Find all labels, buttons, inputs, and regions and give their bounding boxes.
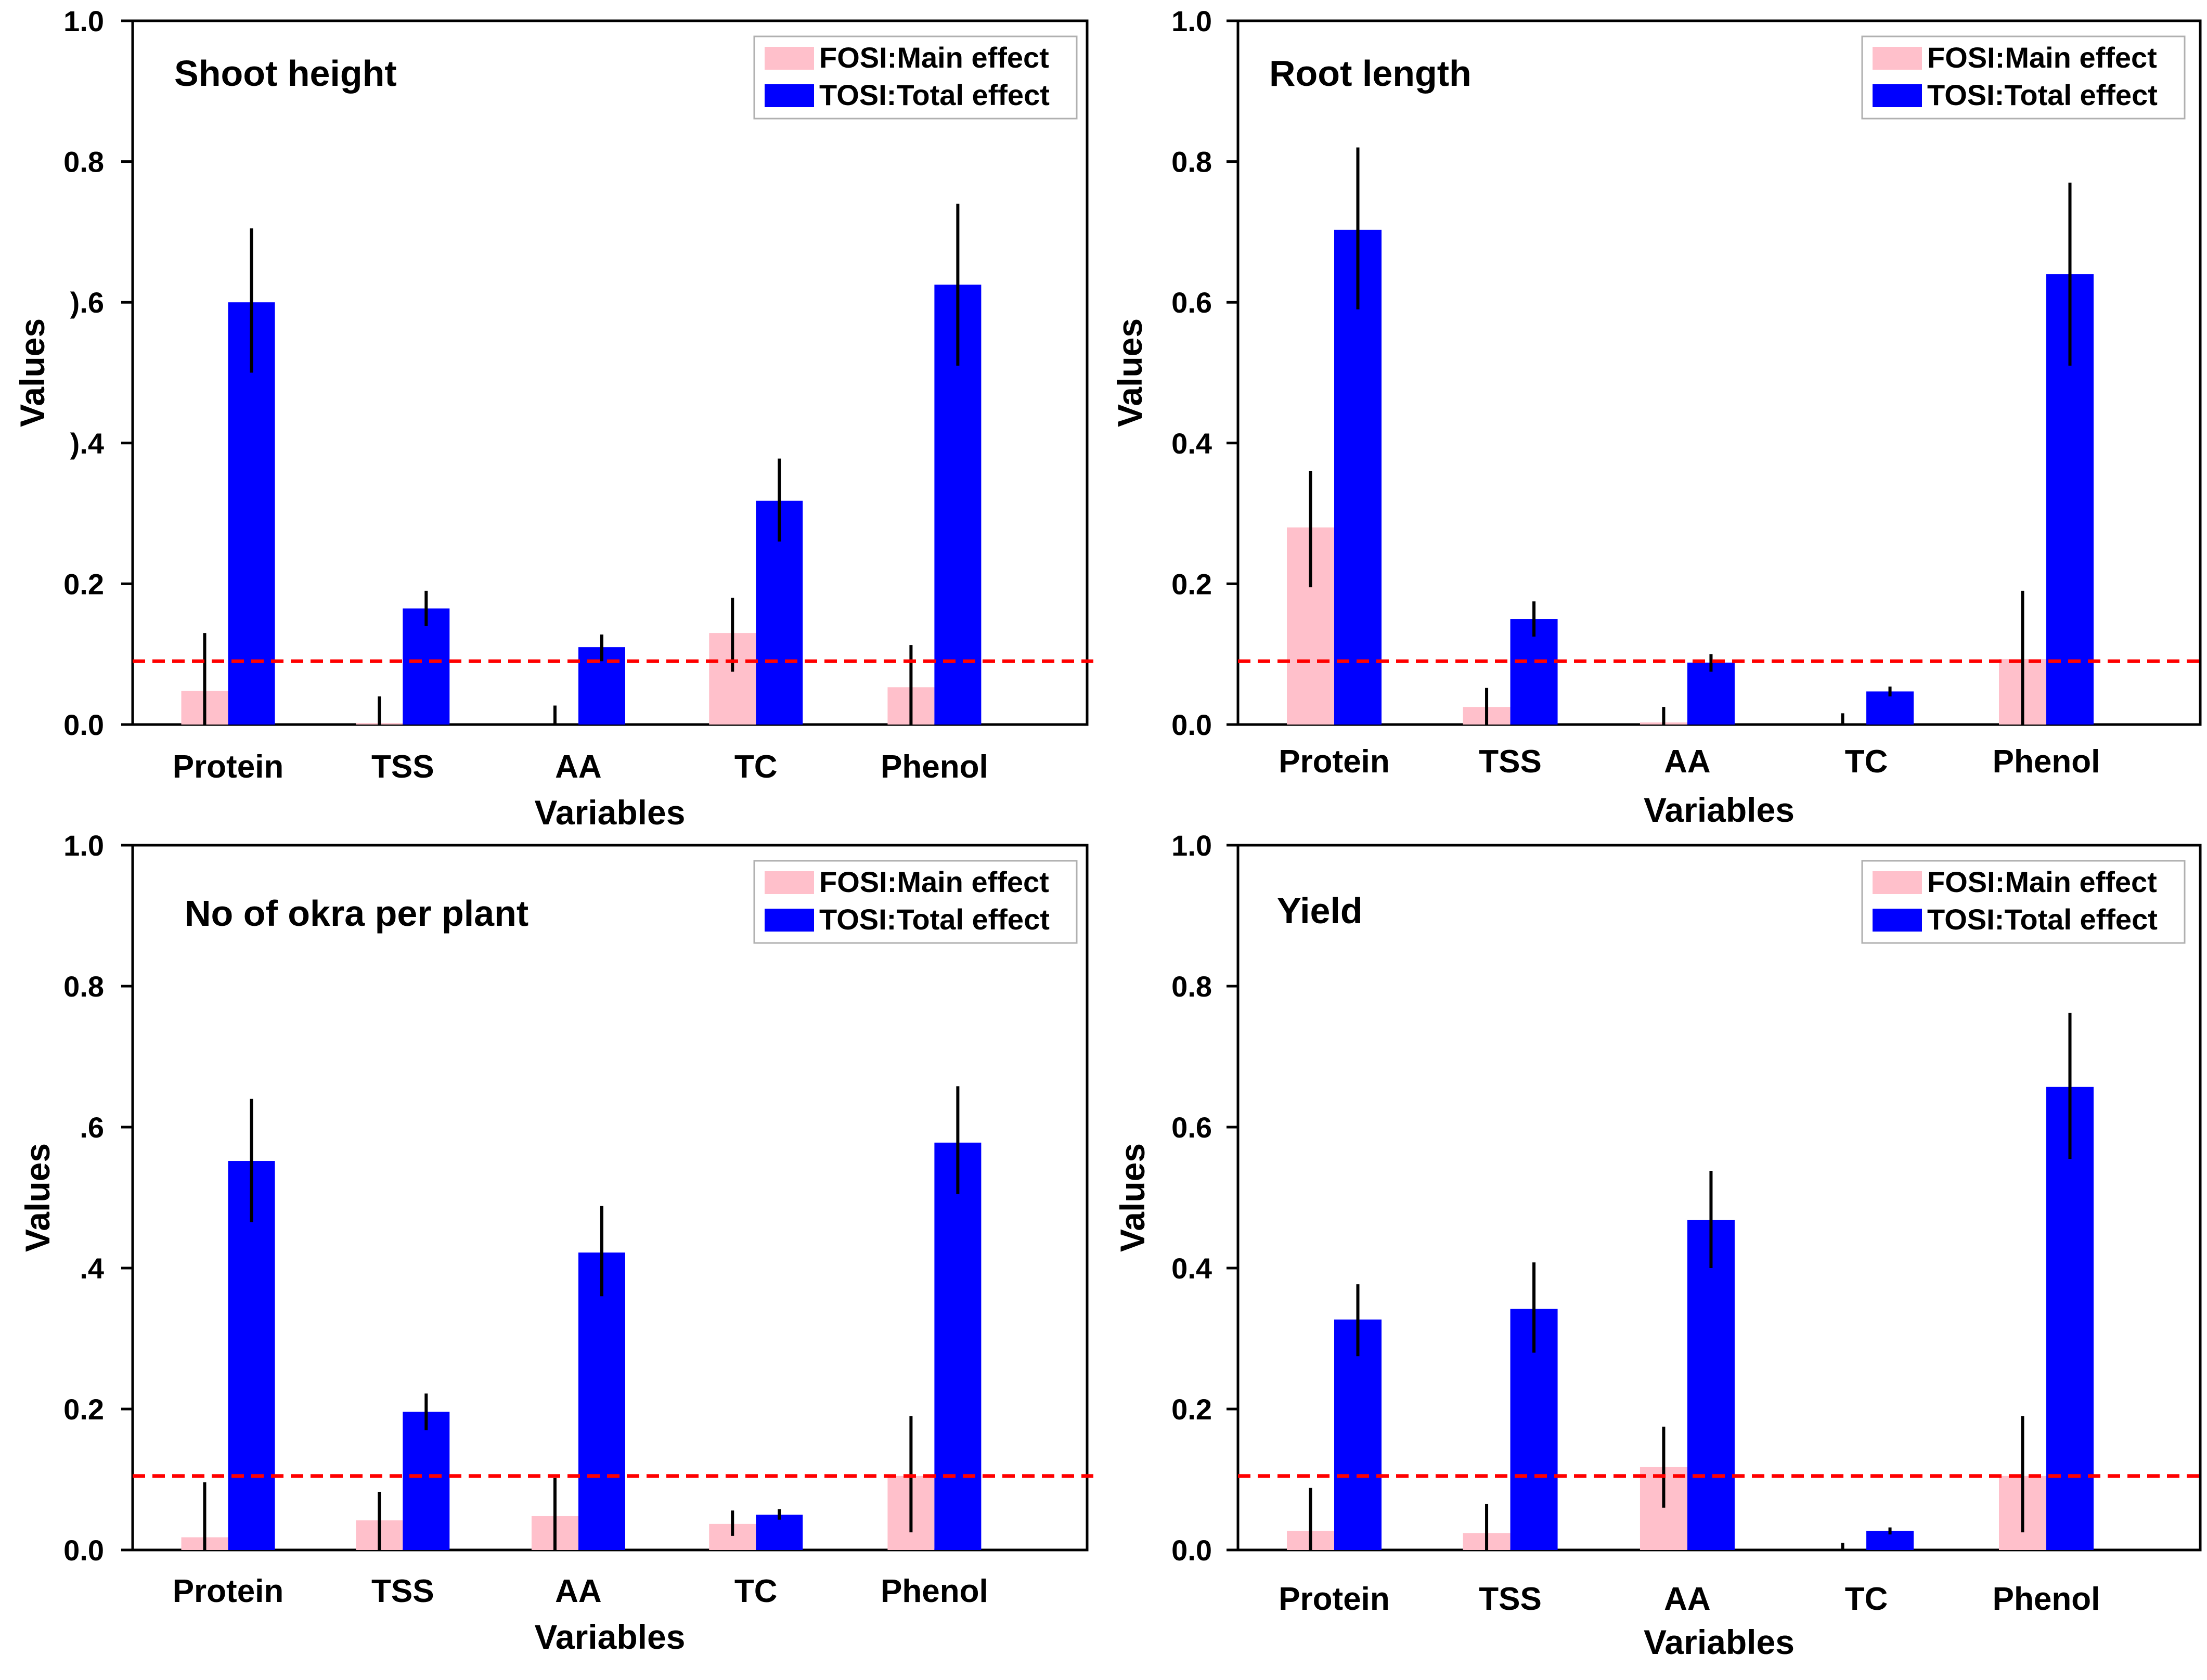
legend-swatch-tosi <box>765 84 814 107</box>
category-label: Phenol <box>881 1573 988 1609</box>
x-axis-title: Variables <box>1644 791 1795 829</box>
legend: FOSI:Main effect TOSI:Total effect <box>1861 860 2186 944</box>
x-axis-title: Variables <box>1644 1623 1795 1661</box>
legend-label-fosi: FOSI:Main effect <box>1927 41 2157 74</box>
tosi-bar <box>403 1412 450 1550</box>
tosi-bar <box>2046 1087 2094 1550</box>
tosi-bar <box>1687 662 1735 725</box>
chart-panel-2: 0.0 0.2 0.4 0.6 0.8 1.0 Protein TSS AA TC Phenol Ro… <box>1111 5 2206 829</box>
category-label: TC <box>734 749 778 785</box>
legend-label-fosi: FOSI:Main effect <box>819 865 1049 898</box>
panel-title: No of okra per plant <box>185 893 528 934</box>
legend-label-fosi: FOSI:Main effect <box>819 41 1049 74</box>
category-label: AA <box>1664 744 1711 780</box>
y-tick-label: ).4 <box>70 427 104 460</box>
category-label: Protein <box>1279 1581 1390 1617</box>
tosi-bar <box>1334 229 1382 725</box>
x-axis-title: Variables <box>535 1618 686 1656</box>
legend-swatch-fosi <box>765 871 814 894</box>
y-tick-label: 1.0 <box>63 829 104 862</box>
legend-swatch-tosi <box>765 909 814 932</box>
legend-label-tosi: TOSI:Total effect <box>1927 79 2158 111</box>
y-tick-label: 1.0 <box>63 5 104 37</box>
y-tick-label: 0.8 <box>1171 146 1212 178</box>
x-axis-title: Variables <box>535 793 686 832</box>
legend-label-tosi: TOSI:Total effect <box>819 79 1050 111</box>
category-label: Phenol <box>1993 1581 2100 1617</box>
y-tick-label: 0.2 <box>1171 1393 1212 1426</box>
legend-swatch-tosi <box>1873 84 1922 107</box>
category-label: TC <box>734 1573 778 1609</box>
y-axis-title: Values <box>1113 1143 1152 1252</box>
tosi-bar <box>934 1142 982 1550</box>
y-tick-label: 0.8 <box>1171 970 1212 1003</box>
category-label: TSS <box>371 1573 434 1609</box>
y-tick-label: 0.2 <box>63 567 104 600</box>
tosi-bar <box>1866 691 1914 725</box>
tosi-bar <box>403 608 450 725</box>
y-tick-label: 0.8 <box>63 146 104 178</box>
panel-title: Root length <box>1269 53 1472 94</box>
y-tick-label: ).6 <box>70 286 104 319</box>
legend-label-tosi: TOSI:Total effect <box>819 903 1050 936</box>
y-tick-label: 1.0 <box>1171 5 1212 37</box>
category-label: AA <box>1664 1581 1711 1617</box>
legend-label-fosi: FOSI:Main effect <box>1927 865 2157 898</box>
chart-panel-4: 0.0 0.2 0.4 0.6 0.8 1.0 Protein TSS AA TC Phenol Yi… <box>1113 829 2206 1661</box>
legend-swatch-fosi <box>1873 871 1922 894</box>
y-tick-label: .4 <box>80 1252 104 1285</box>
tosi-bar <box>756 1515 803 1550</box>
legend: FOSI:Main effect TOSI:Total effect <box>753 35 1078 120</box>
tosi-bar <box>228 1161 275 1550</box>
y-tick-label: 0.4 <box>1171 427 1212 460</box>
legend-swatch-fosi <box>765 47 814 70</box>
tosi-bar <box>1687 1220 1735 1550</box>
panel-title: Shoot height <box>174 53 397 94</box>
tosi-bar <box>578 1252 625 1550</box>
y-tick-label: 0.8 <box>63 970 104 1003</box>
y-axis-title: Values <box>1111 318 1149 427</box>
y-tick-label: 0.4 <box>1171 1252 1212 1285</box>
legend: FOSI:Main effect TOSI:Total effect <box>753 860 1078 944</box>
y-tick-label: 1.0 <box>1171 829 1212 862</box>
y-tick-label: 0.6 <box>1171 1111 1212 1144</box>
y-tick-label: 0.2 <box>63 1393 104 1426</box>
y-axis-title: Values <box>18 1143 57 1252</box>
category-label: AA <box>555 1573 602 1609</box>
category-label: Phenol <box>881 749 988 785</box>
category-label: Protein <box>1279 744 1390 780</box>
tosi-bar <box>1334 1319 1382 1550</box>
category-label: TC <box>1845 744 1888 780</box>
chart-panel-1: 0.0 0.2 ).4 ).6 0.8 1.0 Protein TSS AA TC Phenol Sh… <box>13 5 1093 832</box>
y-tick-label: .6 <box>80 1111 104 1144</box>
y-tick-label: 0.0 <box>63 708 104 741</box>
y-tick-label: 0.2 <box>1171 567 1212 600</box>
legend: FOSI:Main effect TOSI:Total effect <box>1861 35 2186 120</box>
y-tick-label: 0.6 <box>1171 286 1212 319</box>
y-tick-label: 0.0 <box>1171 708 1212 741</box>
legend-swatch-fosi <box>1873 47 1922 70</box>
legend-label-tosi: TOSI:Total effect <box>1927 903 2158 936</box>
legend-swatch-tosi <box>1873 909 1922 932</box>
y-tick-label: 0.0 <box>1171 1534 1212 1567</box>
category-label: TSS <box>371 749 434 785</box>
chart-panel-3: 0.0 0.2 .4 .6 0.8 1.0 Protein TSS AA TC Phenol No o… <box>18 829 1093 1656</box>
category-label: Phenol <box>1993 744 2100 780</box>
category-label: TSS <box>1479 744 1542 780</box>
category-label: Protein <box>173 1573 284 1609</box>
panel-title: Yield <box>1277 890 1363 931</box>
category-label: TC <box>1845 1581 1888 1617</box>
y-axis-title: Values <box>13 318 51 427</box>
y-tick-label: 0.0 <box>63 1534 104 1567</box>
category-label: AA <box>555 749 602 785</box>
category-label: TSS <box>1479 1581 1542 1617</box>
category-label: Protein <box>173 749 284 785</box>
